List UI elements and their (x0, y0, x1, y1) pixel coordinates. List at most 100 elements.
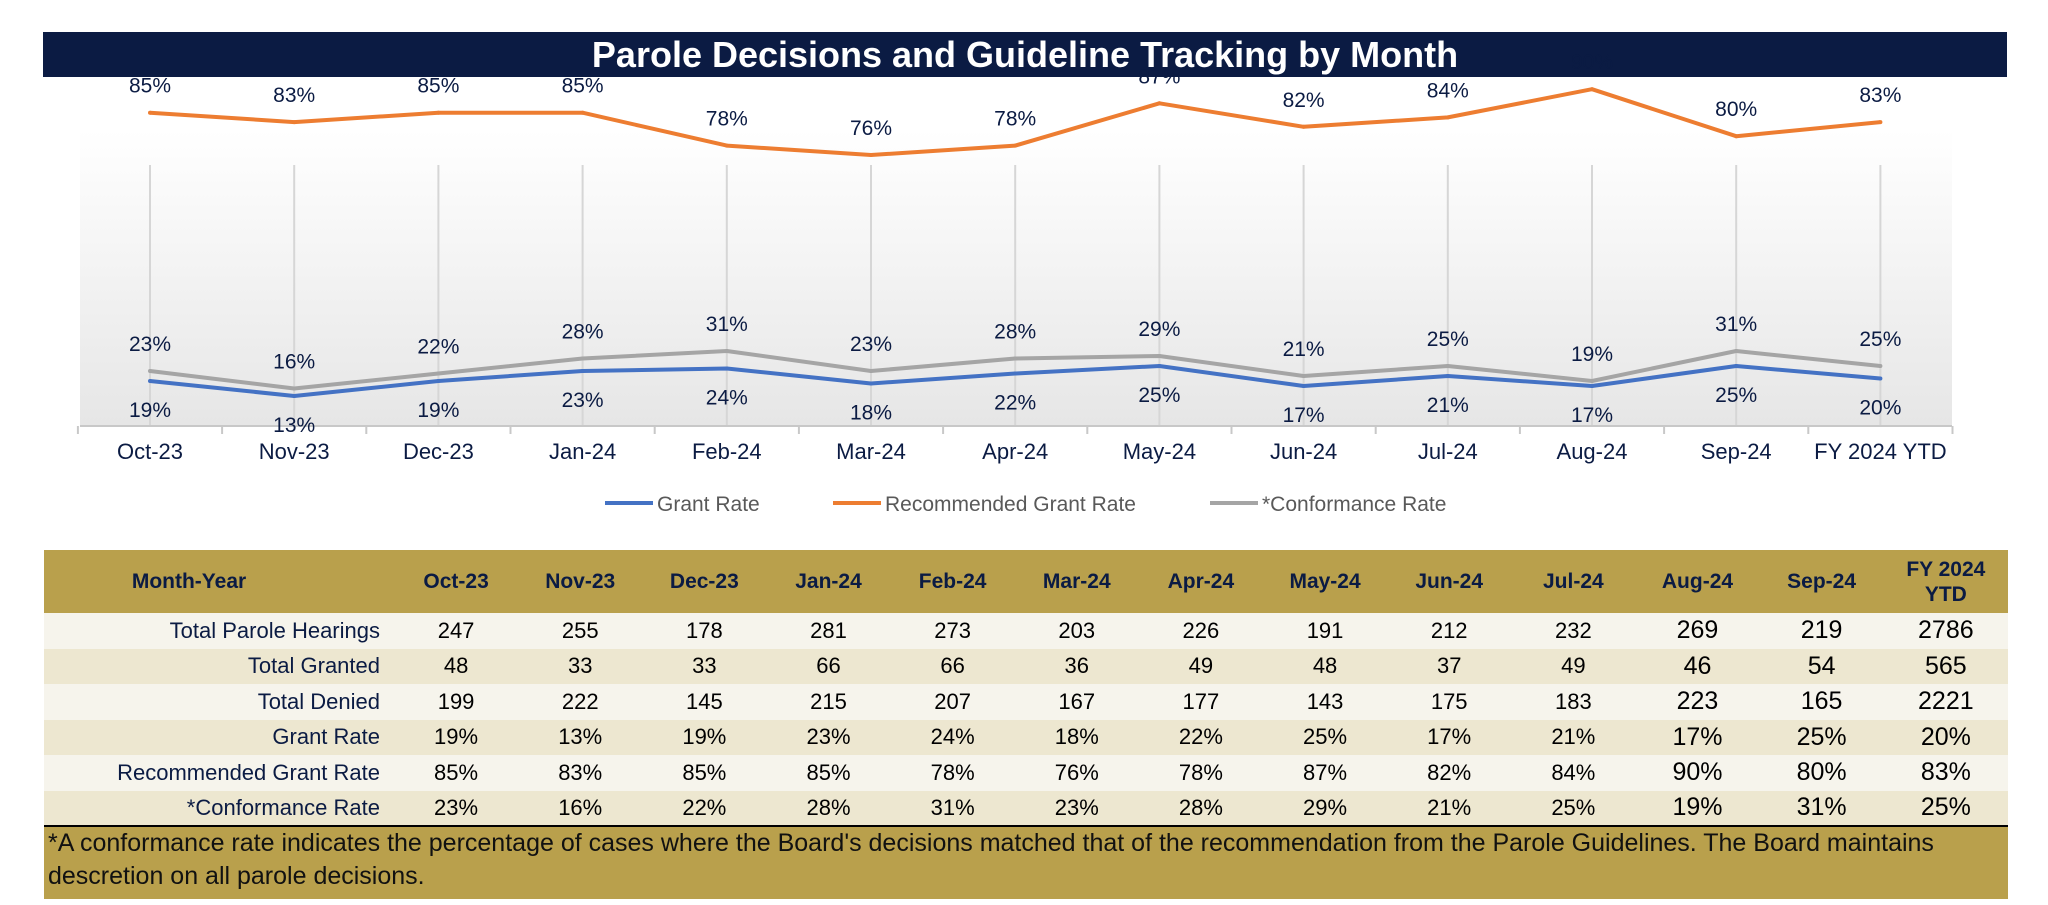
legend-label: Recommended Grant Rate (885, 493, 1136, 516)
data-point (292, 386, 297, 391)
table-cell: 21% (1551, 724, 1596, 750)
table-cell: 269 (1676, 616, 1719, 645)
table-cell: 28% (1178, 794, 1223, 820)
data-label: 19% (417, 399, 459, 422)
data-point (1590, 384, 1594, 388)
data-point (1878, 376, 1883, 381)
data-point (724, 143, 729, 148)
column-header: FY 2024 YTD (1906, 557, 1986, 606)
data-point (1013, 356, 1018, 361)
table-cell: 207 (934, 688, 971, 714)
data-point (292, 120, 297, 125)
table-cell: 48 (1312, 653, 1338, 679)
table-row: Total Granted 48 33 33 66 66 36 49 48 37 49 46 54 565 (44, 648, 2008, 684)
x-tick-label: Oct-23 (117, 439, 183, 464)
table-cell: 76% (1054, 759, 1099, 785)
row-header: Recommended Grant Rate (117, 759, 380, 785)
data-label: 17% (1571, 404, 1613, 427)
table-cell: 33 (567, 653, 593, 679)
table-cell: 212 (1430, 617, 1468, 643)
table-cell: 54 (1807, 651, 1836, 680)
data-labels: 19% 13% 19% 23% 24% 18% 22% 25% 17% 21% 17% 25% 20% 8… (129, 51, 1901, 437)
table-cell: 19% (434, 724, 479, 750)
column-header: Oct-23 (423, 570, 489, 593)
data-label: 25% (1138, 384, 1180, 407)
data-point (1157, 354, 1162, 358)
data-label: 31% (1715, 313, 1757, 336)
data-point (580, 356, 585, 361)
table-cell: 255 (561, 617, 599, 643)
column-header: Aug-24 (1661, 570, 1734, 593)
table-cell: 23% (434, 794, 479, 820)
column-header: Dec-23 (669, 570, 739, 593)
line-chart: 19% 13% 19% 23% 24% 18% 22% 25% 17% 21% 17% 25% 20% 8… (76, 51, 1954, 516)
data-label: 19% (129, 399, 171, 422)
table-cell: 23% (806, 724, 851, 750)
x-tick-label: Dec-23 (403, 439, 474, 464)
table-cell: 28% (806, 794, 851, 820)
data-label: 24% (706, 387, 748, 410)
table-cell: 37 (1436, 653, 1462, 679)
x-tick-label: FY 2024 YTD (1814, 439, 1946, 464)
data-label: 20% (1859, 397, 1901, 420)
data-label: 17% (1283, 404, 1325, 427)
table-cell: 24% (930, 724, 975, 750)
table-cell: 31% (930, 794, 975, 820)
table-cell: 175 (1430, 688, 1468, 714)
data-label: 85% (562, 75, 604, 98)
x-tick-label: May-24 (1123, 439, 1196, 464)
table-cell: 66 (816, 653, 841, 679)
data-point (148, 379, 152, 383)
table-cell: 82% (1427, 759, 1472, 785)
x-tick-label: Jan-24 (549, 439, 616, 464)
column-header: Sep-24 (1787, 570, 1857, 593)
column-header: Jan-24 (795, 570, 862, 593)
gridlines (149, 165, 1882, 426)
data-label: 31% (706, 313, 748, 336)
data-label: 22% (994, 392, 1036, 415)
data-point (1157, 364, 1162, 368)
table-cell: 219 (1800, 616, 1843, 645)
data-label: 87% (1138, 65, 1180, 88)
table-cell: 2221 (1918, 687, 1974, 716)
x-tick-labels: Oct-23 Nov-23 Dec-23 Jan-24 Feb-24 Mar-24 Apr-… (117, 439, 1947, 464)
table-cell: 25% (1920, 793, 1971, 822)
table-row: Recommended Grant Rate 85% 83% 85% 85% 78% 76%… (44, 755, 2008, 791)
table-cell: 23% (1054, 794, 1099, 820)
table-corner-header: Month-Year (131, 570, 247, 593)
data-label: 85% (129, 75, 171, 98)
data-point (1734, 349, 1739, 353)
x-tick-label: Feb-24 (692, 439, 762, 464)
table-cell: 78% (1178, 759, 1223, 785)
table-cell: 33 (692, 653, 717, 679)
data-label: 83% (1859, 84, 1901, 107)
table-cell: 80% (1796, 758, 1847, 787)
data-point (580, 369, 585, 373)
row-header: Total Parole Hearings (169, 617, 380, 643)
legend: Grant Rate Recommended Grant Rate *Conform… (605, 493, 1446, 516)
table-cell: 2786 (1918, 616, 1974, 645)
column-header: Jul-24 (1542, 570, 1604, 593)
data-label: 80% (1715, 98, 1757, 121)
table-cell: 84% (1551, 759, 1596, 785)
data-label: 23% (850, 333, 892, 356)
table-row: *Conformance Rate 23% 16% 22% 28% 31% 23% 28% 29… (44, 790, 2008, 826)
data-point (436, 379, 441, 383)
table-cell: 183 (1554, 688, 1592, 714)
data-point (1445, 374, 1450, 378)
data-label: 76% (850, 117, 892, 140)
row-header: Grant Rate (272, 724, 380, 750)
column-header: Jun-24 (1415, 570, 1484, 593)
table-cell: 25% (1303, 724, 1348, 750)
table-cell: 143 (1306, 688, 1344, 714)
data-label: 29% (1138, 318, 1180, 341)
table-cell: 232 (1554, 617, 1592, 643)
x-tick-label: Nov-23 (259, 439, 330, 464)
table-cell: 203 (1058, 617, 1096, 643)
data-point (1301, 374, 1306, 378)
table-cell: 31% (1796, 793, 1847, 822)
table-cell: 17% (1672, 722, 1723, 751)
column-header: Feb-24 (918, 570, 987, 593)
data-label: 21% (1427, 394, 1469, 417)
table-cell: 16% (558, 794, 603, 820)
